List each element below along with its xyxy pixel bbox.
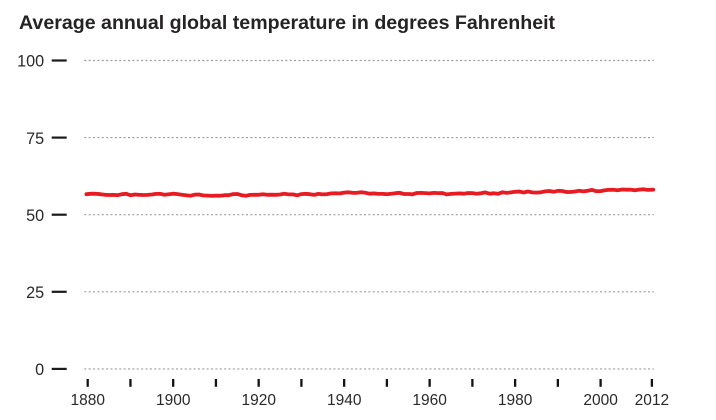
svg-text:2012: 2012 (635, 392, 669, 409)
svg-text:1920: 1920 (241, 392, 276, 409)
svg-text:1980: 1980 (498, 392, 533, 409)
svg-text:100: 100 (17, 53, 44, 71)
svg-text:2000: 2000 (583, 392, 618, 409)
svg-text:50: 50 (26, 207, 44, 225)
svg-text:0: 0 (35, 361, 44, 379)
svg-text:1880: 1880 (70, 392, 105, 409)
svg-text:1940: 1940 (327, 392, 362, 409)
svg-text:Average annual global temperat: Average annual global temperature in deg… (19, 12, 556, 34)
svg-text:25: 25 (26, 284, 44, 302)
svg-text:1900: 1900 (156, 392, 191, 409)
svg-text:1960: 1960 (412, 392, 447, 409)
svg-text:75: 75 (26, 130, 44, 148)
